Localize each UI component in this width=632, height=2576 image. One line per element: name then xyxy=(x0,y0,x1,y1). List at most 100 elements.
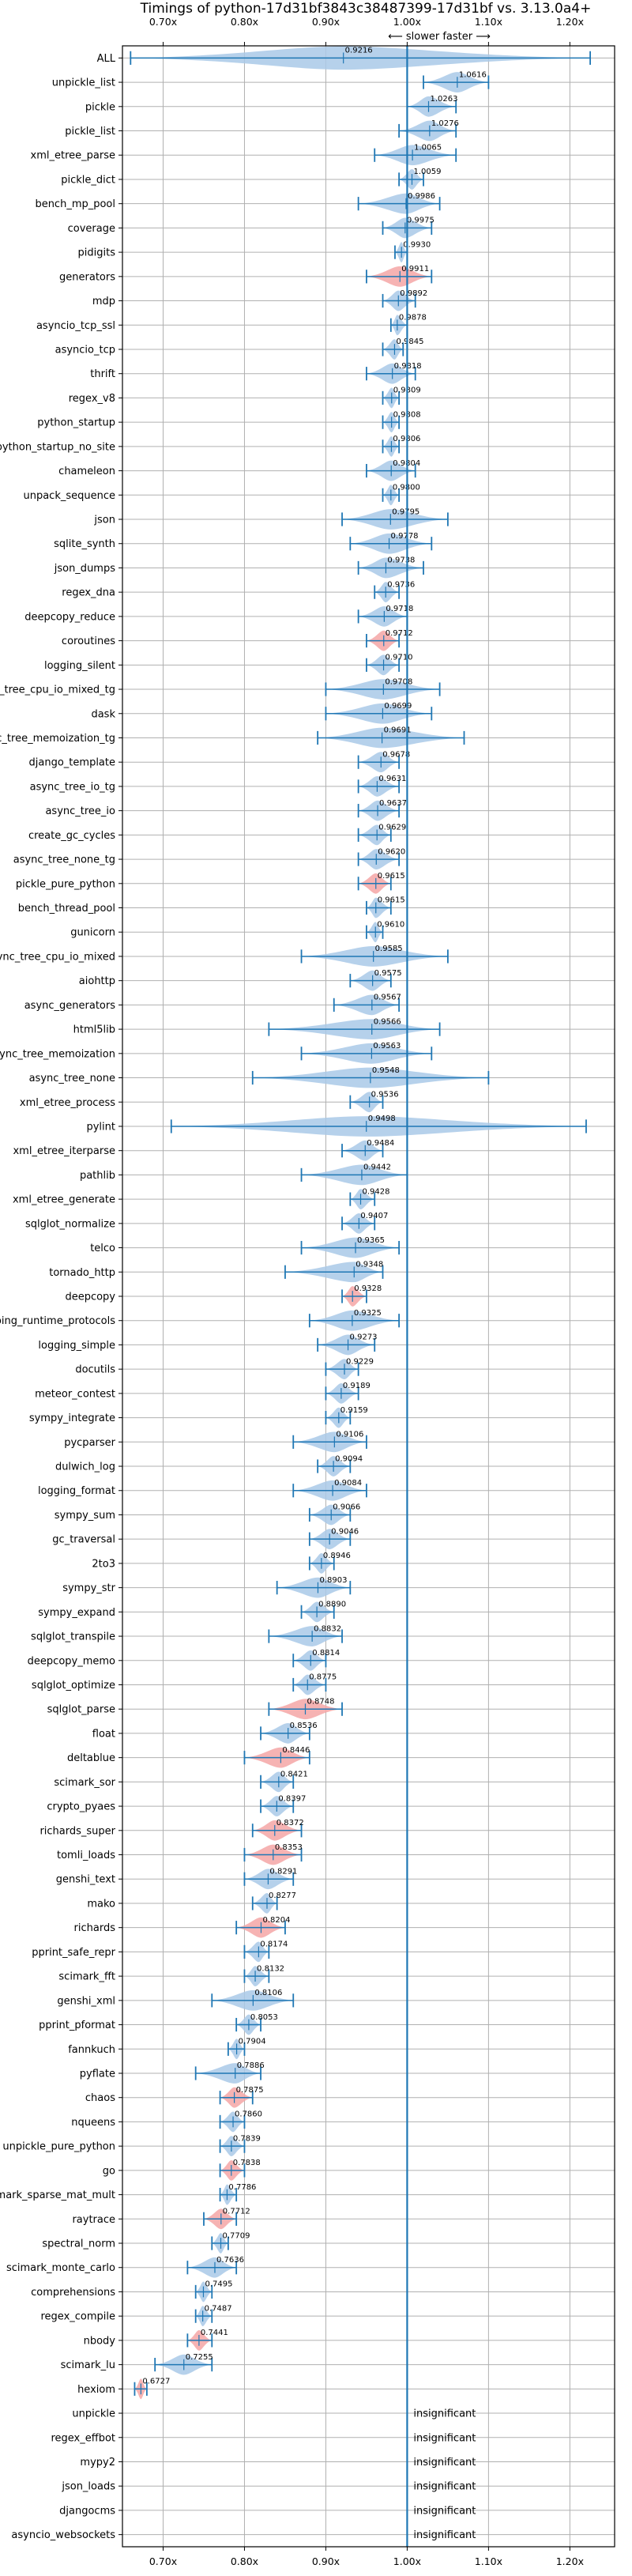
value-label: 0.6727 xyxy=(142,2378,170,2386)
value-label: 0.9736 xyxy=(387,580,415,589)
benchmark-label: xml_etree_parse xyxy=(31,150,115,162)
value-label: 0.7636 xyxy=(216,2256,244,2265)
benchmark-label: async_generators xyxy=(24,1000,116,1012)
value-label: 0.7487 xyxy=(205,2304,232,2313)
x-tick-label-top: 1.00x xyxy=(393,16,421,28)
benchmark-label: sqlite_synth xyxy=(54,538,115,550)
value-label: 0.9738 xyxy=(387,556,415,565)
benchmark-label: logging_simple xyxy=(38,1340,115,1352)
benchmark-label: scimark_fft xyxy=(58,1971,115,1983)
benchmark-label: typing_runtime_protocols xyxy=(0,1315,115,1327)
benchmark-label: pickle_list xyxy=(65,126,115,138)
benchmark-label: mako xyxy=(87,1898,115,1910)
benchmark-label: bench_mp_pool xyxy=(35,198,115,210)
value-label: 1.0065 xyxy=(414,143,442,152)
benchmark-label: crypto_pyaes xyxy=(47,1801,115,1813)
value-label: 0.8775 xyxy=(309,1673,337,1682)
benchmark-label: coverage xyxy=(68,223,115,235)
value-label: 0.9691 xyxy=(384,726,412,735)
benchmark-label: richards xyxy=(74,1922,116,1934)
benchmark-label: asyncio_websockets xyxy=(11,2529,115,2541)
value-label: 0.9845 xyxy=(396,338,423,346)
value-label: 0.9620 xyxy=(378,847,405,856)
benchmark-label: json xyxy=(93,515,115,526)
benchmark-label: mdp xyxy=(92,296,115,307)
benchmark-label: sympy_str xyxy=(62,1582,115,1594)
x-axis-ticks: 0.70x 0.70x 0.80x 0.80x 0.90x 0.90x 1.00x 1.00x… xyxy=(118,16,584,2567)
x-tick-label-top: 0.70x xyxy=(149,16,177,28)
benchmark-label: pylint xyxy=(86,1121,115,1133)
benchmark-label: deepcopy xyxy=(65,1292,115,1303)
benchmark-label: 2to3 xyxy=(92,1558,115,1570)
benchmark-label: async_tree_none_tg xyxy=(13,854,115,866)
x-tick-label-top: 0.80x xyxy=(231,16,258,28)
x-tick-label-bottom: 1.20x xyxy=(556,2555,584,2567)
benchmark-label: scimark_sparse_mat_mult xyxy=(0,2189,115,2201)
benchmark-label: djangocms xyxy=(59,2505,115,2517)
value-label: 0.9189 xyxy=(343,1382,371,1390)
benchmark-label: async_tree_memoization xyxy=(0,1048,115,1060)
value-label: 0.8421 xyxy=(280,1771,308,1779)
benchmark-label: aiohttp xyxy=(79,975,115,987)
benchmark-label: nqueens xyxy=(71,2117,115,2129)
direction-subtitle: ⟵ slower faster ⟶ xyxy=(388,31,491,43)
value-label: 0.9975 xyxy=(407,217,434,225)
value-label: 0.9566 xyxy=(374,1017,401,1026)
benchmark-label: hexiom xyxy=(77,2384,115,2396)
x-tick-label-bottom: 0.80x xyxy=(231,2555,258,2567)
value-label: 0.9094 xyxy=(335,1454,363,1463)
benchmark-label: chaos xyxy=(85,2092,115,2104)
value-label: 0.8204 xyxy=(262,1916,290,1925)
value-label: 0.9536 xyxy=(371,1090,399,1099)
benchmark-label: async_tree_cpu_io_mixed xyxy=(0,951,115,963)
value-label: 0.9084 xyxy=(334,1479,362,1488)
value-label: 0.9615 xyxy=(378,872,405,881)
benchmark-label: pycparser xyxy=(64,1437,115,1449)
value-label: 0.9710 xyxy=(386,654,413,662)
value-label: 0.9348 xyxy=(356,1261,383,1269)
benchmark-label: pidigits xyxy=(78,247,116,259)
benchmark-label: docutils xyxy=(75,1364,115,1376)
benchmark-label: json_loads xyxy=(61,2481,115,2493)
value-label: 0.9066 xyxy=(333,1503,360,1512)
benchmark-label: ALL xyxy=(97,53,116,65)
benchmark-label: json_dumps xyxy=(54,563,115,575)
benchmark-label: pickle_pure_python xyxy=(16,878,115,890)
value-label: 0.7860 xyxy=(235,2110,262,2119)
value-label: 0.7495 xyxy=(205,2280,232,2289)
x-tick-label-top: 1.20x xyxy=(556,16,584,28)
benchmark-label: regex_compile xyxy=(40,2311,115,2323)
value-label: 0.8174 xyxy=(260,1940,288,1949)
value-label: 0.7886 xyxy=(237,2061,265,2070)
plot-frame xyxy=(122,45,615,2548)
value-label: 0.9216 xyxy=(345,47,373,55)
insignificant-label: insignificant xyxy=(413,2457,476,2469)
value-label: 0.9712 xyxy=(386,629,413,638)
benchmark-label: sqlglot_optimize xyxy=(32,1680,115,1692)
benchmark-label: pyflate xyxy=(80,2068,115,2080)
benchmark-label: sqlglot_parse xyxy=(47,1704,115,1716)
value-label: 0.9878 xyxy=(399,314,427,322)
benchmark-label: async_tree_cpu_io_mixed_tg xyxy=(0,685,115,696)
benchmark-label: tornado_http xyxy=(49,1267,115,1279)
value-label: 0.8832 xyxy=(314,1624,341,1633)
benchmark-label: xml_etree_process xyxy=(20,1097,115,1109)
benchmark-label: deepcopy_reduce xyxy=(24,611,115,623)
benchmark-label: gunicorn xyxy=(70,927,115,939)
value-label: 0.8748 xyxy=(307,1697,334,1706)
benchmark-label: chameleon xyxy=(58,466,115,477)
benchmark-label: logging_format xyxy=(38,1485,115,1497)
value-label: 0.9563 xyxy=(373,1042,401,1050)
benchmark-label: gc_traversal xyxy=(52,1534,115,1546)
benchmark-label: async_tree_none xyxy=(29,1073,115,1084)
benchmark-label: pickle_dict xyxy=(61,174,115,186)
benchmark-label: sqlglot_transpile xyxy=(31,1631,115,1643)
insignificant-label: insignificant xyxy=(413,2432,476,2444)
value-label: 0.9567 xyxy=(374,994,401,1002)
value-label: 0.8536 xyxy=(290,1722,318,1730)
benchmark-label: create_gc_cycles xyxy=(28,830,115,842)
benchmark-label: telco xyxy=(90,1243,115,1254)
value-label: 0.9159 xyxy=(340,1406,368,1415)
benchmark-label: unpickle xyxy=(72,2408,115,2420)
